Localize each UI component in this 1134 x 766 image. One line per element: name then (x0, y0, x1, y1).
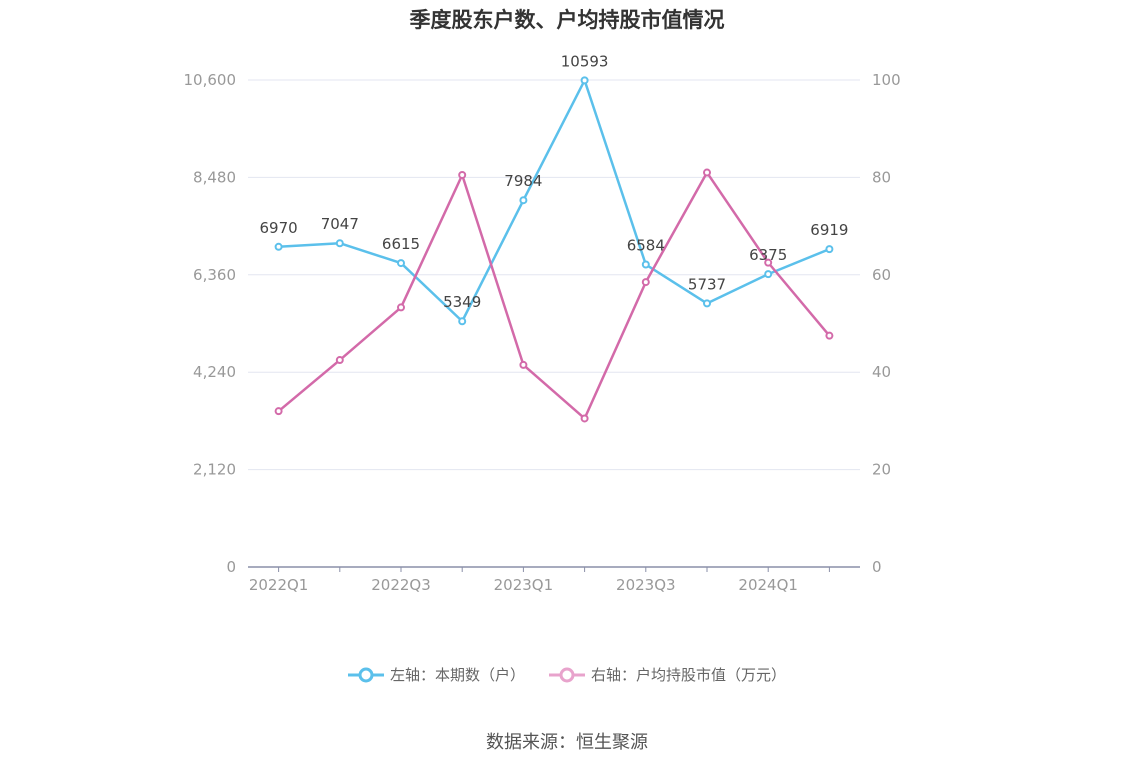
data-point-right (703, 168, 711, 177)
data-label: 7984 (504, 172, 542, 190)
left-axis-tick-label: 8,480 (193, 168, 236, 186)
data-point-left (703, 299, 711, 308)
data-label: 6970 (260, 219, 298, 237)
data-point-right (580, 414, 589, 423)
legend-line-blue-icon (347, 667, 384, 682)
data-label: 10593 (561, 52, 609, 70)
x-axis-tick-label: 2023Q1 (494, 576, 554, 594)
data-point-right (825, 331, 834, 340)
right-axis-tick-label: 60 (872, 266, 891, 284)
data-point-left (519, 196, 528, 205)
data-point-right (641, 278, 650, 287)
left-axis-tick-label: 0 (226, 558, 236, 576)
data-label: 6375 (749, 246, 787, 264)
right-axis-tick-label: 40 (872, 363, 891, 381)
series-line-right (277, 171, 831, 420)
data-point-left (825, 245, 834, 254)
data-point-left (397, 259, 405, 268)
legend-line-pink-icon (549, 667, 585, 682)
data-point-left (764, 270, 773, 279)
data-point-right (274, 407, 283, 416)
data-point-left (641, 260, 650, 269)
x-axis-tick-label: 2023Q3 (616, 576, 676, 594)
data-point-left (580, 76, 589, 85)
data-label: 6584 (627, 237, 665, 255)
data-label: 6919 (810, 221, 848, 239)
data-label: 5349 (443, 293, 481, 311)
data-point-right (335, 356, 344, 365)
x-axis-tick-label: 2022Q3 (371, 576, 431, 594)
data-point-right (519, 360, 528, 369)
right-axis-tick-label: 80 (872, 168, 891, 186)
right-axis-tick-label: 20 (872, 461, 891, 479)
chart-title: 季度股东户数、户均持股市值情况 (409, 8, 725, 32)
data-source: 数据来源：恒生聚源 (486, 732, 648, 753)
data-point-left (335, 239, 344, 248)
data-point-right (764, 258, 773, 267)
x-axis-tick-label: 2024Q1 (738, 576, 798, 594)
x-axis-tick-label: 2022Q1 (249, 576, 309, 594)
data-label: 7047 (321, 215, 359, 233)
data-point-left (274, 242, 283, 251)
data-label: 5737 (688, 275, 726, 293)
chart-legend: 左轴：本期数（户） 右轴：户均持股市值（万元） (0, 664, 1134, 685)
series-line-left (278, 79, 830, 323)
legend-item-left-series[interactable]: 左轴：本期数（户） (347, 664, 525, 685)
legend-label-left-series: 左轴：本期数（户） (389, 666, 525, 684)
data-point-left (458, 317, 467, 326)
right-axis-tick-label: 0 (872, 558, 882, 576)
data-point-right (397, 303, 405, 312)
left-axis-tick-label: 2,120 (193, 461, 236, 479)
left-axis-tick-label: 4,240 (193, 363, 236, 381)
data-label: 6615 (382, 235, 420, 253)
left-axis-tick-label: 6,360 (193, 266, 236, 284)
line-chart: 0 0 2,120 20 4,240 40 6,360 60 8,480 80 10,600 100 2… (184, 52, 901, 594)
left-axis-tick-label: 10,600 (184, 71, 237, 89)
right-axis-tick-label: 100 (872, 71, 901, 89)
legend-label-right-series: 右轴：户均持股市值（万元） (591, 666, 787, 684)
legend-item-right-series[interactable]: 右轴：户均持股市值（万元） (549, 664, 786, 685)
data-point-right (458, 170, 467, 179)
